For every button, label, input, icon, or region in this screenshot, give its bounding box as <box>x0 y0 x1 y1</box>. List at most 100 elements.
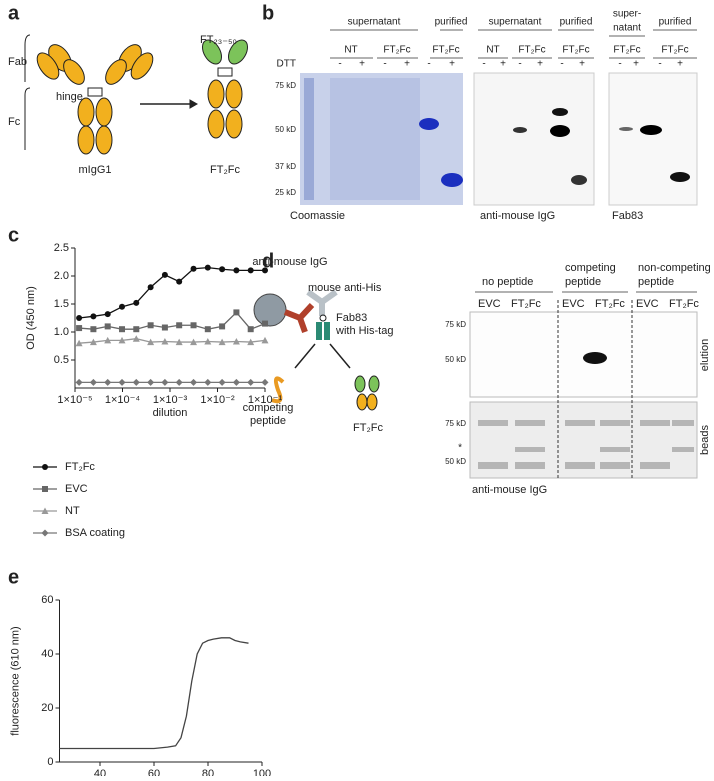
label: Fab <box>8 56 27 68</box>
label: 37 kD <box>275 162 296 171</box>
y-tick-label: 1.5 <box>54 298 69 310</box>
legend-marker <box>41 529 49 537</box>
data-point <box>219 323 226 330</box>
data-point <box>104 311 111 318</box>
data-point <box>204 264 211 271</box>
data-point <box>233 267 240 274</box>
label: - <box>560 59 563 70</box>
data-point <box>118 378 126 386</box>
label: FT₂Fc <box>432 45 459 56</box>
data-point <box>161 338 169 345</box>
label: FT₂Fc <box>518 45 545 56</box>
label: anti-mouse IgG <box>472 484 547 496</box>
label: FT₂Fc <box>661 45 688 56</box>
label: + <box>537 59 543 70</box>
y-axis-label: OD (450 nm) <box>25 286 37 350</box>
y-tick-label: 0.5 <box>54 354 69 366</box>
x-tick-label: 1×10⁻² <box>200 394 235 406</box>
data-point <box>233 309 240 316</box>
y-tick-label: 60 <box>41 594 53 606</box>
y-tick-label: 0 <box>47 756 53 768</box>
data-point <box>147 338 155 346</box>
data-point <box>218 378 226 386</box>
data-point <box>190 378 198 386</box>
data-point <box>147 284 154 291</box>
data-point <box>76 315 83 321</box>
label: natant <box>613 23 641 34</box>
x-tick-label: 80 <box>202 768 214 776</box>
data-point <box>261 336 269 344</box>
data-point <box>89 338 97 346</box>
y-axis-label: fluorescence (610 nm) <box>9 626 21 735</box>
label: DTT <box>277 59 296 70</box>
label: * <box>458 443 462 454</box>
data-point <box>89 378 97 386</box>
antibody-diagram <box>24 34 248 155</box>
panel-letter: d <box>262 250 274 272</box>
label: purified <box>659 17 692 28</box>
data-point <box>104 323 111 330</box>
label: FT₂Fc <box>210 164 240 176</box>
label: FT₂Fc <box>595 298 625 310</box>
data-point <box>147 378 155 386</box>
data-point <box>75 378 83 386</box>
legend-marker <box>42 486 48 492</box>
label: with His-tag <box>335 325 393 337</box>
label: hinge <box>56 91 83 103</box>
label: super- <box>613 9 641 20</box>
label: + <box>404 59 410 70</box>
label: - <box>482 59 485 70</box>
data-point <box>262 320 268 327</box>
data-point <box>118 336 126 344</box>
label: - <box>383 59 386 70</box>
label: Coomassie <box>290 210 345 222</box>
label: 25 kD <box>275 188 296 197</box>
label: EVC <box>562 298 585 310</box>
label: supernatant <box>348 17 401 28</box>
x-tick-label: 1×10⁻³ <box>153 394 188 406</box>
label: + <box>677 59 683 70</box>
label: - <box>427 59 430 70</box>
data-point <box>176 278 183 285</box>
data-point <box>247 338 255 346</box>
label: FT₂₃₋₅₀ <box>200 34 237 46</box>
label: EVC <box>636 298 659 310</box>
label: EVC <box>478 298 501 310</box>
data-point <box>119 303 126 310</box>
data-point <box>119 326 126 333</box>
data-point <box>90 326 97 333</box>
label: anti-mouse IgG <box>480 210 555 222</box>
data-point <box>261 378 269 386</box>
label: beads <box>699 425 711 455</box>
data-point <box>247 378 255 386</box>
label: 75 kD <box>275 81 296 90</box>
label: mouse anti-His <box>308 282 382 294</box>
data-point <box>190 265 197 272</box>
label: 50 kD <box>275 125 296 134</box>
panel-letter: e <box>8 566 19 588</box>
x-tick-label: 100 <box>253 768 271 776</box>
label: peptide <box>638 276 674 288</box>
binding-diagram <box>253 289 698 479</box>
label: Fab83 <box>336 312 367 324</box>
legend-label: BSA coating <box>65 527 125 539</box>
label: + <box>449 59 455 70</box>
label: peptide <box>565 276 601 288</box>
data-point <box>90 313 97 320</box>
label: FT₂Fc <box>353 422 383 434</box>
legend-label: EVC <box>65 483 88 495</box>
y-tick-label: 1.0 <box>54 326 69 338</box>
data-point <box>76 325 83 332</box>
label: competing <box>243 402 294 414</box>
label: FT₂Fc <box>511 298 541 310</box>
y-tick-label: 2.0 <box>54 270 69 282</box>
x-tick-label: 1×10⁻⁴ <box>105 394 141 406</box>
label: Fab83 <box>612 210 643 222</box>
label: competing <box>565 262 616 274</box>
label: + <box>359 59 365 70</box>
x-tick-label: 40 <box>94 768 106 776</box>
axis-line <box>59 600 262 763</box>
label: peptide <box>250 415 286 427</box>
label: FT₂Fc <box>562 45 589 56</box>
